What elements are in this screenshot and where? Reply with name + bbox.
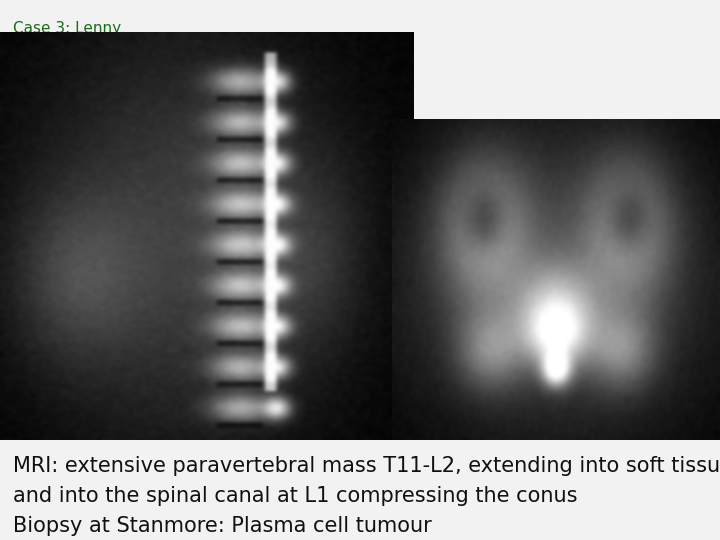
Text: Case 3: Lenny: Case 3: Lenny <box>13 21 121 36</box>
Bar <box>0 32 414 440</box>
Text: Biopsy at Stanmore: Plasma cell tumour: Biopsy at Stanmore: Plasma cell tumour <box>13 516 432 536</box>
Text: and into the spinal canal at L1 compressing the conus: and into the spinal canal at L1 compress… <box>13 486 577 506</box>
Text: MRI: extensive paravertebral mass T11-L2, extending into soft tissues,: MRI: extensive paravertebral mass T11-L2… <box>13 456 720 476</box>
